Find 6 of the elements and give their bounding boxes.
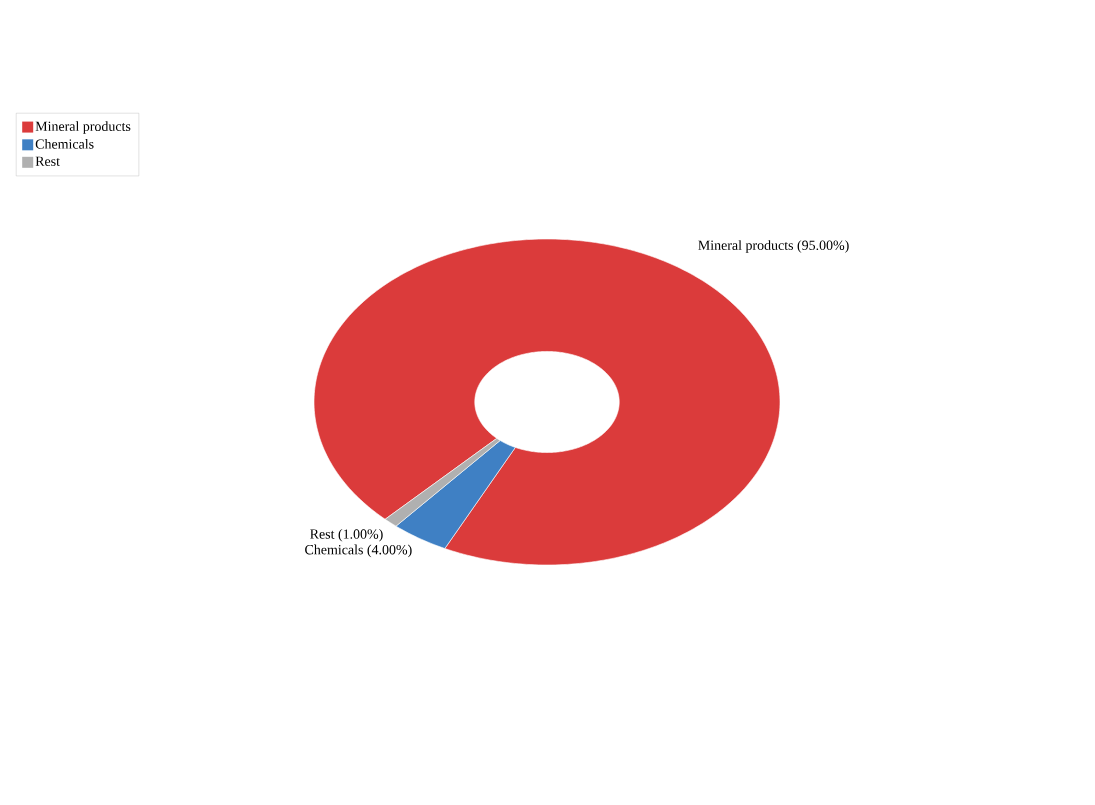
legend-label: Rest [35, 156, 60, 166]
data-label: Mineral products (95.00%) [698, 240, 849, 253]
data-label: Rest (1.00%) [310, 528, 383, 542]
data-label: Chemicals (4.00%) [305, 544, 412, 558]
legend-label: Mineral products [35, 121, 131, 134]
legend-label: Chemicals [35, 138, 94, 149]
